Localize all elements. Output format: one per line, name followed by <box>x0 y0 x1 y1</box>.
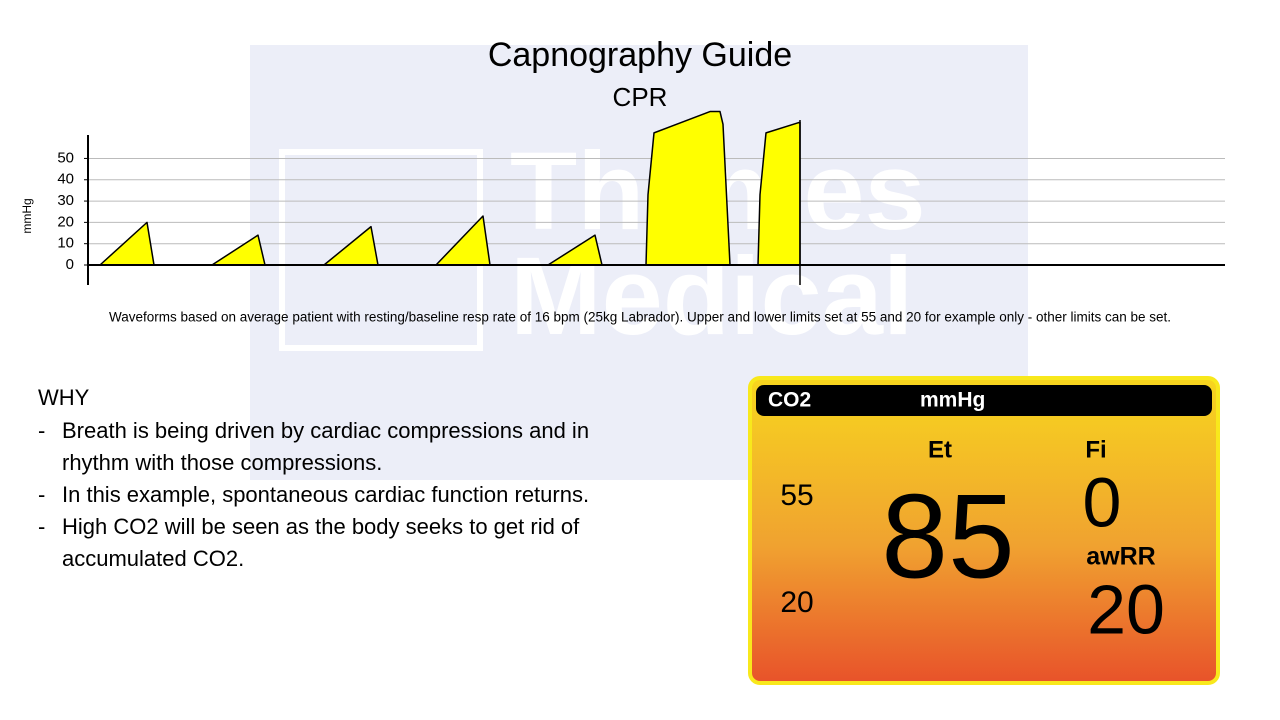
why-heading: WHY <box>38 385 90 410</box>
monitor-panel <box>748 376 1220 685</box>
bullet: - <box>38 418 45 443</box>
et-label: Et <box>928 436 952 463</box>
fi-value: 0 <box>1083 463 1122 541</box>
why-item: In this example, spontaneous cardiac fun… <box>62 482 589 507</box>
chart-title: Capnography Guide <box>488 36 792 74</box>
why-list: - Breath is being driven by cardiac compr… <box>38 418 589 571</box>
y-tick-label: 0 <box>66 256 74 273</box>
why-item: accumulated CO2. <box>62 546 244 571</box>
y-tick-label: 30 <box>57 192 74 209</box>
upper-limit: 55 <box>780 479 813 512</box>
y-tick-label: 20 <box>57 213 74 230</box>
waveform <box>99 110 801 266</box>
monitor-unit: mmHg <box>920 389 985 412</box>
fi-label: Fi <box>1085 436 1106 463</box>
monitor-header <box>756 385 1212 416</box>
y-tick-label: 10 <box>57 235 74 252</box>
lower-limit: 20 <box>780 586 813 619</box>
awrr-label: awRR <box>1086 543 1155 571</box>
et-value: 85 <box>881 470 1014 604</box>
monitor-label: CO2 <box>768 389 811 412</box>
awrr-value: 20 <box>1087 570 1165 648</box>
y-tick-label: 50 <box>57 149 74 166</box>
y-axis-label: mmHg <box>20 198 34 233</box>
y-tick-label: 40 <box>57 171 74 188</box>
bullet: - <box>38 514 45 539</box>
chart-subtitle: CPR <box>613 82 668 112</box>
why-item: High CO2 will be seen as the body seeks … <box>62 514 580 539</box>
why-item: Breath is being driven by cardiac compre… <box>62 418 589 443</box>
chart-note: Waveforms based on average patient with … <box>109 310 1171 325</box>
bullet: - <box>38 482 45 507</box>
why-item: rhythm with those compressions. <box>62 450 382 475</box>
